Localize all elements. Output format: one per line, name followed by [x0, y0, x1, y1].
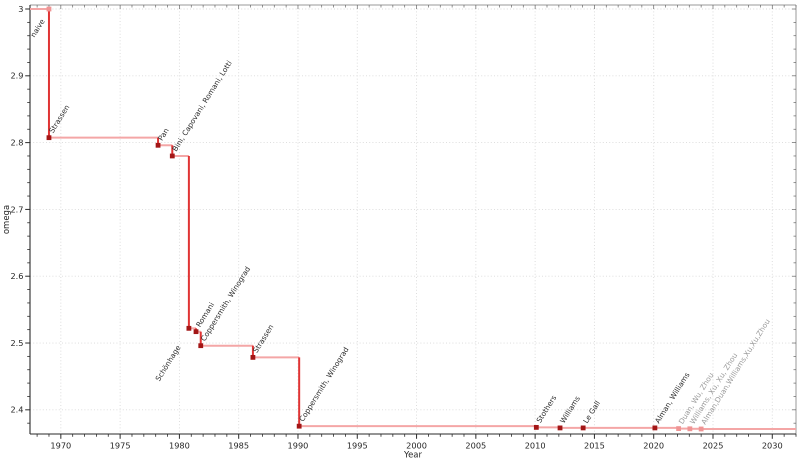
y-axis-ticks: [25, 8, 796, 424]
svg-text:1980: 1980: [169, 441, 190, 451]
svg-text:2020: 2020: [643, 441, 664, 451]
svg-text:2.8: 2.8: [10, 138, 23, 148]
step-line-horizontal: [30, 8, 796, 430]
svg-text:1975: 1975: [110, 441, 131, 451]
data-point: [533, 424, 539, 430]
data-point: [557, 425, 563, 431]
svg-text:3: 3: [18, 4, 23, 14]
data-point: [687, 426, 693, 432]
svg-text:2.7: 2.7: [10, 204, 23, 214]
data-point: [652, 425, 658, 431]
data-point: [155, 142, 161, 148]
svg-text:1995: 1995: [347, 441, 368, 451]
x-axis-ticks: [36, 5, 797, 439]
svg-text:1990: 1990: [288, 441, 309, 451]
data-point: [169, 153, 175, 159]
svg-text:2015: 2015: [584, 441, 605, 451]
svg-text:2005: 2005: [465, 441, 486, 451]
svg-text:1970: 1970: [50, 441, 71, 451]
data-point: [46, 6, 52, 12]
data-point: [296, 423, 302, 429]
data-point: [186, 325, 192, 331]
data-point: [676, 426, 682, 431]
data-point: [698, 426, 704, 432]
data-point: [193, 329, 199, 335]
svg-text:2.6: 2.6: [10, 271, 23, 281]
svg-text:2.9: 2.9: [10, 71, 23, 81]
data-points: [46, 6, 704, 432]
data-point: [250, 354, 256, 360]
svg-text:2025: 2025: [703, 441, 724, 451]
x-axis-label: Year: [403, 451, 423, 460]
step-line-vertical: [47, 9, 703, 429]
spines: [29, 4, 797, 435]
svg-text:2.5: 2.5: [10, 338, 23, 348]
data-point: [198, 343, 204, 349]
gridlines: [30, 5, 796, 434]
y-axis-label: omega: [2, 205, 12, 234]
svg-text:2.4: 2.4: [10, 405, 23, 415]
data-point: [46, 135, 52, 141]
data-point: [580, 425, 586, 431]
x-axis-tick-labels: 1970 1975 1980 1985 1990 1995 2000 2005 2010 2015…: [50, 441, 782, 451]
svg-text:2030: 2030: [762, 441, 783, 451]
svg-text:2010: 2010: [525, 441, 546, 451]
svg-text:2000: 2000: [406, 441, 427, 451]
svg-text:1985: 1985: [228, 441, 249, 451]
y-axis-tick-labels: 2.4 2.5 2.6 2.7 2.8 2.9 3: [10, 4, 23, 415]
